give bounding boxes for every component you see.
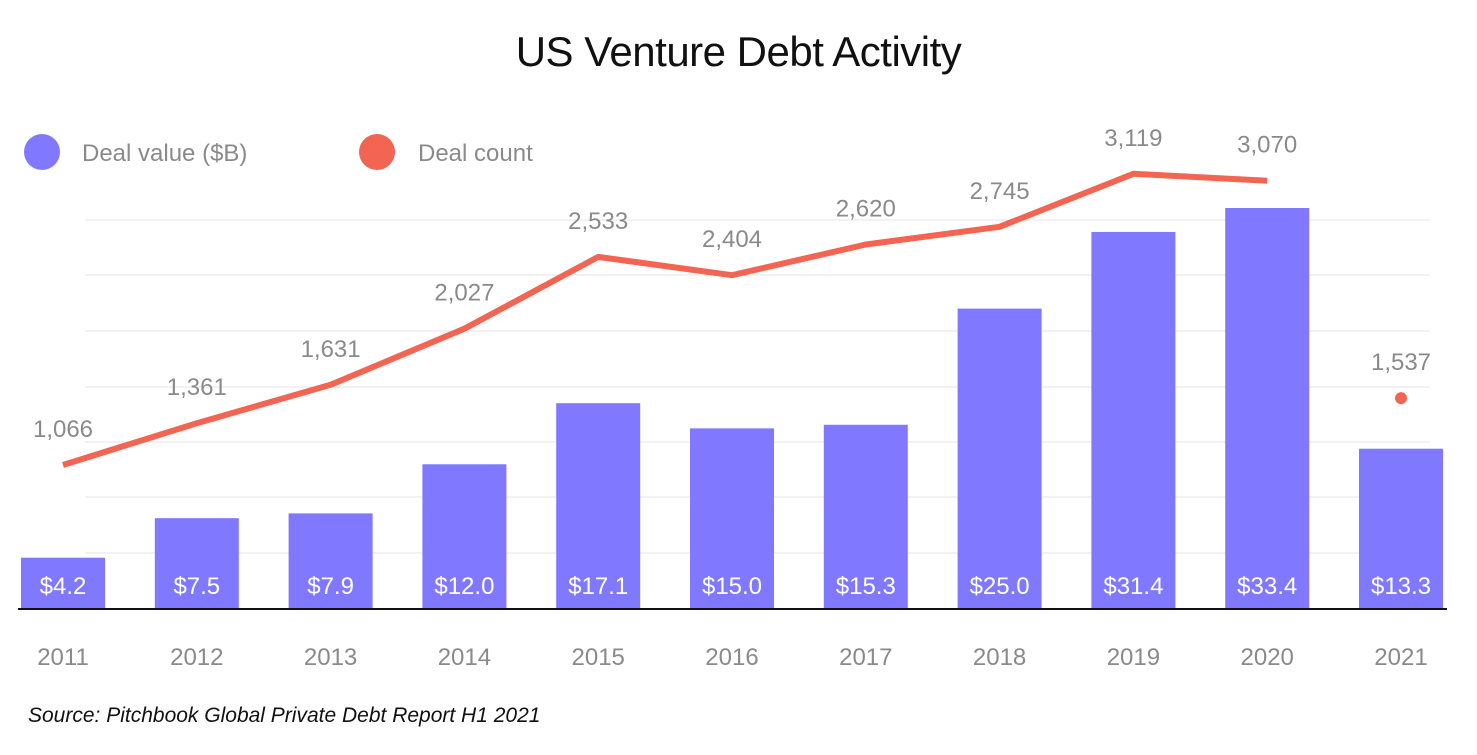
bar bbox=[957, 308, 1042, 608]
deal-count-line bbox=[62, 170, 1268, 468]
chart-title: US Venture Debt Activity bbox=[515, 28, 962, 75]
x-tick-label: 2013 bbox=[304, 644, 357, 671]
x-axis: 2011 2012 2013 2014 2015 2016 2017 2018 2019 2020… bbox=[18, 608, 1447, 671]
x-tick-label: 2011 bbox=[37, 644, 89, 671]
deal-count-label: 3,119 bbox=[1104, 125, 1162, 152]
bar-value-label: $15.3 bbox=[836, 573, 896, 600]
bar bbox=[288, 513, 373, 608]
bar-value-label: $31.4 bbox=[1103, 573, 1163, 600]
x-tick-label: 2017 bbox=[839, 644, 892, 671]
source-note: Source: Pitchbook Global Private Debt Re… bbox=[28, 704, 541, 727]
x-tick-label: 2020 bbox=[1241, 644, 1294, 671]
deal-count-label: 1,361 bbox=[167, 374, 227, 401]
bar-value-label: $7.5 bbox=[173, 573, 220, 600]
bar-value-label: $7.9 bbox=[307, 573, 354, 600]
deal-count-point bbox=[1395, 392, 1407, 405]
bar-value-label: $25.0 bbox=[970, 573, 1030, 600]
bar-value-label: $13.3 bbox=[1371, 573, 1431, 600]
bar-value-label: $33.4 bbox=[1237, 573, 1297, 600]
deal-count-label: 1,537 bbox=[1371, 349, 1431, 376]
bar bbox=[21, 557, 105, 608]
deal-count-label: 1,066 bbox=[33, 416, 93, 443]
x-tick-label: 2012 bbox=[170, 644, 223, 671]
bar bbox=[690, 428, 774, 608]
deal-count-label: 2,404 bbox=[702, 226, 762, 253]
x-tick-label: 2016 bbox=[705, 644, 758, 671]
legend-swatch-deal-count bbox=[359, 134, 395, 170]
deal-count-label: 2,533 bbox=[568, 208, 628, 235]
x-tick-label: 2021 bbox=[1374, 644, 1427, 671]
deal-count-label: 2,620 bbox=[836, 196, 896, 223]
bar bbox=[1091, 231, 1176, 609]
bar-value-label: $12.0 bbox=[434, 573, 494, 600]
deal-count-label: 3,070 bbox=[1237, 132, 1297, 159]
bar bbox=[154, 518, 239, 608]
bar bbox=[823, 424, 908, 608]
bar bbox=[422, 464, 507, 608]
deal-count-label: 2,745 bbox=[970, 178, 1030, 205]
bar bbox=[1225, 208, 1310, 608]
x-tick-label: 2015 bbox=[572, 644, 625, 671]
legend-label-deal-value: Deal value ($B) bbox=[82, 140, 247, 167]
legend-swatch-deal-value bbox=[24, 134, 60, 170]
legend: Deal value ($B) Deal count bbox=[24, 134, 533, 170]
bar-value-label: $4.2 bbox=[40, 573, 87, 600]
x-tick-label: 2018 bbox=[973, 644, 1026, 671]
bar bbox=[1359, 448, 1443, 608]
legend-label-deal-count: Deal count bbox=[418, 140, 533, 167]
x-tick-label: 2019 bbox=[1107, 644, 1160, 671]
bar-value-label: $15.0 bbox=[702, 573, 762, 600]
bar bbox=[556, 403, 641, 608]
deal-count-label: 1,631 bbox=[301, 336, 361, 363]
x-tick-label: 2014 bbox=[438, 644, 491, 671]
deal-count-label: 2,027 bbox=[434, 280, 494, 307]
bar-value-label: $17.1 bbox=[568, 573, 628, 600]
line-series: 1,066 1,361 1,631 2,027 2,533 2,404 2,620 2,745… bbox=[33, 125, 1431, 468]
bar-series: $4.2 $7.5 $7.9 $12.0 $17.1 $15.0 $15.3 $25.0 $31… bbox=[21, 208, 1443, 609]
